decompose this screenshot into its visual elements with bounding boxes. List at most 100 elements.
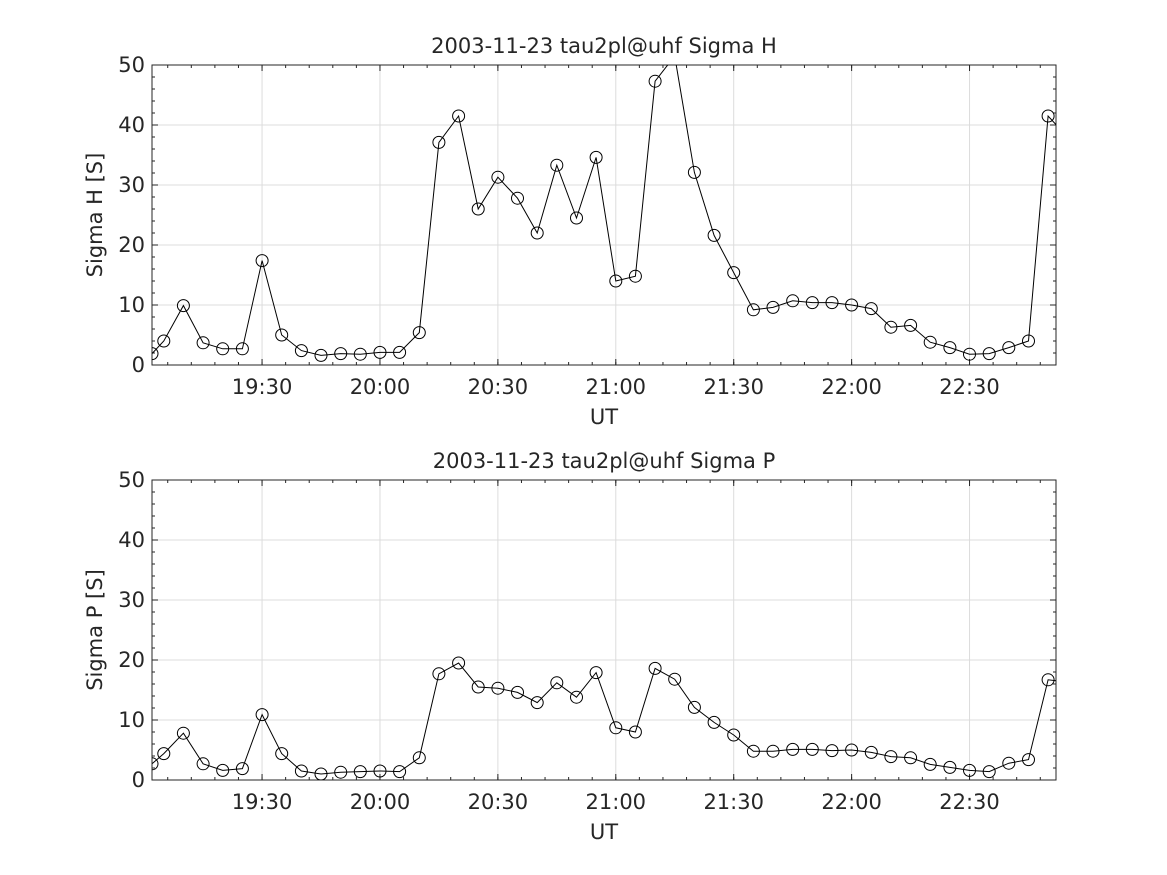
data-point — [805, 742, 819, 756]
data-point — [550, 676, 564, 690]
data-point — [943, 760, 957, 774]
sigma-h-chart: 19:30 20:00 20:30 21:00 21:30 22:00 22:30 0 10 20… — [83, 34, 1074, 429]
data-point — [845, 743, 859, 757]
data-point — [570, 690, 583, 704]
data-point — [884, 750, 898, 764]
data-point — [589, 150, 603, 164]
data-point — [235, 342, 249, 356]
data-point — [864, 302, 878, 316]
data-point — [511, 191, 524, 205]
data-point — [152, 347, 159, 361]
data-point — [294, 344, 308, 358]
data-point — [609, 721, 623, 735]
data-point — [353, 347, 367, 361]
data-point — [786, 742, 800, 756]
x-tick-label: 21:00 — [586, 375, 647, 399]
data-point — [550, 158, 564, 172]
data-point — [314, 767, 328, 780]
data-series — [152, 656, 1074, 780]
data-point — [471, 680, 485, 694]
data-point — [1041, 109, 1055, 123]
data-point — [963, 763, 976, 777]
data-point — [196, 757, 210, 771]
data-point — [176, 726, 190, 740]
data-point — [152, 757, 159, 771]
data-point — [412, 326, 426, 340]
data-point — [294, 764, 308, 778]
data-point — [1062, 676, 1074, 688]
y-axis-label: Sigma H [S] — [83, 153, 107, 278]
y-tick-label: 40 — [118, 528, 145, 552]
data-series — [152, 65, 1074, 362]
y-tick-label: 50 — [118, 53, 145, 77]
y-tick-label: 0 — [132, 768, 145, 792]
data-point — [314, 348, 328, 362]
data-point — [275, 328, 289, 342]
data-point — [1062, 132, 1074, 144]
data-point — [1002, 341, 1016, 355]
data-point — [511, 685, 524, 699]
x-tick-label: 20:00 — [350, 790, 411, 814]
data-point — [157, 334, 171, 348]
data-point — [196, 336, 210, 350]
data-point — [393, 345, 407, 359]
data-point — [904, 751, 918, 765]
x-axis-label: UT — [590, 405, 618, 429]
data-point — [766, 744, 780, 758]
data-point — [668, 672, 682, 686]
y-tick-label: 0 — [132, 353, 145, 377]
data-point — [707, 228, 721, 242]
data-point — [904, 318, 918, 332]
data-point — [1022, 334, 1035, 348]
data-point — [1041, 673, 1055, 687]
data-point — [530, 696, 544, 710]
series-line — [152, 662, 1056, 775]
data-point — [1022, 753, 1035, 767]
data-point — [216, 763, 230, 777]
data-point — [628, 269, 642, 283]
data-point — [157, 747, 171, 761]
data-point — [923, 335, 937, 349]
data-point — [864, 745, 878, 759]
x-axis-label: UT — [590, 820, 618, 844]
x-tick-label: 22:00 — [821, 790, 882, 814]
y-tick-label: 20 — [118, 233, 145, 257]
x-tick-label: 22:30 — [939, 375, 1000, 399]
data-point — [805, 296, 819, 310]
data-point — [491, 170, 505, 184]
data-point — [727, 728, 741, 742]
data-point — [491, 681, 505, 695]
data-point — [786, 294, 800, 308]
y-tick-label: 10 — [118, 293, 145, 317]
data-point — [1002, 756, 1016, 770]
data-point — [176, 299, 190, 313]
x-tick-label: 21:00 — [586, 790, 647, 814]
plot-frame — [151, 64, 1057, 366]
x-tick-label: 19:30 — [232, 375, 293, 399]
x-tick-label: 20:00 — [350, 375, 411, 399]
data-point — [963, 347, 976, 361]
x-tick-label: 21:30 — [703, 790, 764, 814]
data-point — [884, 320, 898, 334]
data-point — [746, 303, 760, 317]
data-point — [825, 296, 839, 310]
chart-title: 2003-11-23 tau2pl@uhf Sigma P — [433, 449, 776, 473]
y-tick-label: 20 — [118, 648, 145, 672]
y-tick-label: 30 — [118, 173, 145, 197]
data-point — [471, 202, 485, 216]
y-axis-label: Sigma P [S] — [83, 569, 107, 691]
data-point — [628, 725, 642, 739]
x-tick-label: 22:30 — [939, 790, 1000, 814]
data-point — [353, 765, 367, 779]
x-tick-label: 22:00 — [821, 375, 882, 399]
data-point — [923, 757, 937, 771]
data-point — [432, 667, 446, 681]
data-point — [412, 751, 426, 765]
data-point — [687, 700, 701, 714]
data-point — [393, 765, 407, 779]
x-tick-label: 21:30 — [703, 375, 764, 399]
data-point — [589, 666, 603, 680]
data-point — [235, 762, 249, 776]
data-point — [982, 347, 996, 361]
